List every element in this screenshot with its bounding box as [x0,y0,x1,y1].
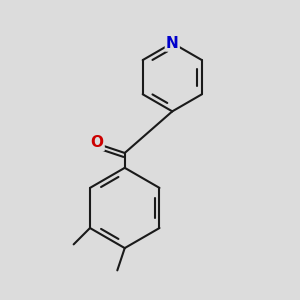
Text: N: N [166,35,179,50]
Text: O: O [91,135,103,150]
